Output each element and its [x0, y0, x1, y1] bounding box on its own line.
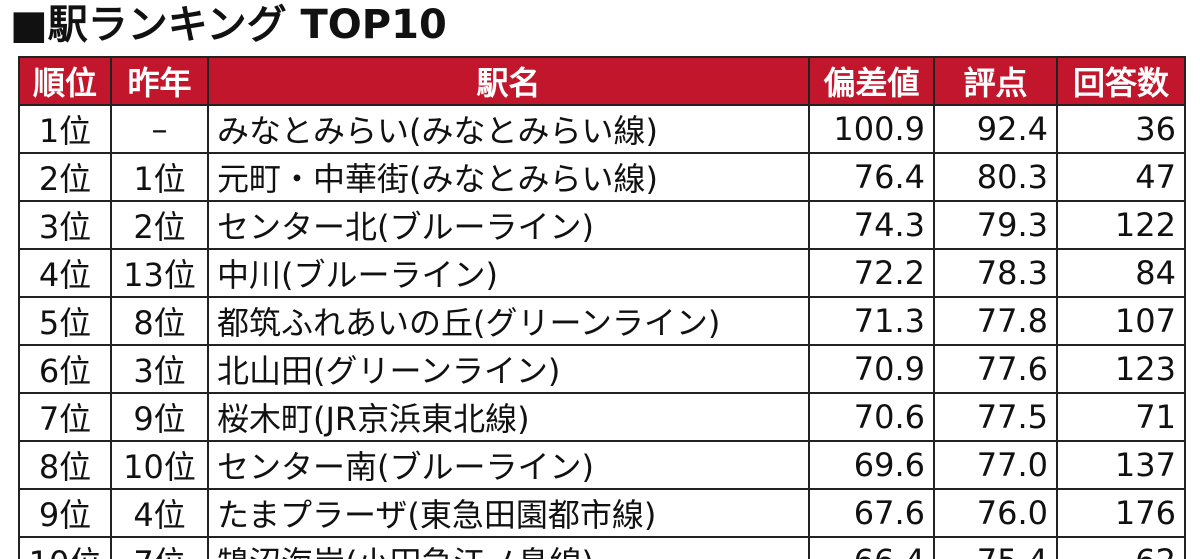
table-cell: 80.3 [933, 152, 1058, 202]
table-cell: センター北(ブルーライン) [207, 200, 810, 250]
table-cell: 75.4 [933, 536, 1058, 559]
table-row: 2位 1位 元町・中華街(みなとみらい線) 76.4 80.3 47 [18, 152, 1186, 202]
table-cell: 2位 [110, 200, 209, 250]
table-row: 7位 9位 桜木町(JR京浜東北線) 70.6 77.5 71 [18, 392, 1186, 442]
table-cell: 62 [1056, 536, 1186, 559]
table-row: 4位 13位 中川(ブルーライン) 72.2 78.3 84 [18, 248, 1186, 298]
table-cell: 2位 [18, 152, 112, 202]
table-cell: 79.3 [933, 200, 1058, 250]
table-cell: – [110, 104, 209, 154]
table-cell: 3位 [110, 344, 209, 394]
table-cell: 1位 [110, 152, 209, 202]
table-cell: 元町・中華街(みなとみらい線) [207, 152, 810, 202]
table-cell: たまプラーザ(東急田園都市線) [207, 488, 810, 538]
table-cell: 66.4 [808, 536, 935, 559]
table-cell: 122 [1056, 200, 1186, 250]
table-cell: 78.3 [933, 248, 1058, 298]
column-header: 偏差値 [808, 56, 935, 106]
column-header: 評点 [933, 56, 1058, 106]
column-header: 順位 [18, 56, 112, 106]
table-cell: 84 [1056, 248, 1186, 298]
table-cell: 36 [1056, 104, 1186, 154]
table-cell: 77.8 [933, 296, 1058, 346]
table-cell: 中川(ブルーライン) [207, 248, 810, 298]
table-cell: 69.6 [808, 440, 935, 490]
table-cell: 8位 [110, 296, 209, 346]
table-cell: 8位 [18, 440, 112, 490]
table-cell: 70.9 [808, 344, 935, 394]
table-cell: 71.3 [808, 296, 935, 346]
table-cell: 13位 [110, 248, 209, 298]
table-cell: 47 [1056, 152, 1186, 202]
column-header: 昨年 [110, 56, 209, 106]
table-cell: 北山田(グリーンライン) [207, 344, 810, 394]
table-cell: 9位 [110, 392, 209, 442]
table-cell: 67.6 [808, 488, 935, 538]
table-cell: 137 [1056, 440, 1186, 490]
table-cell: 176 [1056, 488, 1186, 538]
table-cell: 74.3 [808, 200, 935, 250]
table-cell: 7位 [18, 392, 112, 442]
table-cell: 鵠沼海岸(小田急江ノ島線) [207, 536, 810, 559]
table-cell: 76.4 [808, 152, 935, 202]
table-cell: 5位 [18, 296, 112, 346]
table-row: 1位 – みなとみらい(みなとみらい線) 100.9 92.4 36 [18, 104, 1186, 154]
table-row: 10位7位鵠沼海岸(小田急江ノ島線)66.475.462 [18, 536, 1186, 559]
table-cell: 9位 [18, 488, 112, 538]
table-cell: 10位 [18, 536, 112, 559]
table-row: 5位 8位 都筑ふれあいの丘(グリーンライン) 71.3 77.8 107 [18, 296, 1186, 346]
table-cell: 92.4 [933, 104, 1058, 154]
table-cell: 71 [1056, 392, 1186, 442]
table-cell: 4位 [18, 248, 112, 298]
table-cell: 1位 [18, 104, 112, 154]
table-cell: 10位 [110, 440, 209, 490]
table-row: 3位 2位 センター北(ブルーライン) 74.3 79.3 122 [18, 200, 1186, 250]
table-cell: 3位 [18, 200, 112, 250]
table-cell: 7位 [110, 536, 209, 559]
table-row: 8位 10位 センター南(ブルーライン) 69.6 77.0 137 [18, 440, 1186, 490]
title: ■駅ランキング TOP10 [10, 2, 447, 48]
table-cell: 76.0 [933, 488, 1058, 538]
table-cell: 107 [1056, 296, 1186, 346]
column-header: 回答数 [1056, 56, 1186, 106]
table-cell: 70.6 [808, 392, 935, 442]
table-cell: 桜木町(JR京浜東北線) [207, 392, 810, 442]
header-row: 順位 昨年 駅名 偏差値 評点 回答数 [18, 56, 1186, 106]
table-body: 1位 – みなとみらい(みなとみらい線) 100.9 92.4 36 2位 1位 元町・中華街(… [18, 104, 1186, 559]
column-header: 駅名 [207, 56, 810, 106]
table-cell: 都筑ふれあいの丘(グリーンライン) [207, 296, 810, 346]
table-cell: 77.6 [933, 344, 1058, 394]
table-cell: 4位 [110, 488, 209, 538]
table-cell: 100.9 [808, 104, 935, 154]
table-cell: 77.0 [933, 440, 1058, 490]
table-row: 9位 4位 たまプラーザ(東急田園都市線) 67.6 76.0 176 [18, 488, 1186, 538]
table-cell: 123 [1056, 344, 1186, 394]
table-cell: 72.2 [808, 248, 935, 298]
table-cell: 6位 [18, 344, 112, 394]
table-row: 6位 3位 北山田(グリーンライン) 70.9 77.6 123 [18, 344, 1186, 394]
table-cell: みなとみらい(みなとみらい線) [207, 104, 810, 154]
ranking-table: 順位 昨年 駅名 偏差値 評点 回答数 1位 – みなとみらい(みなとみらい線) 100.9 92… [18, 56, 1186, 559]
table-cell: 77.5 [933, 392, 1058, 442]
table-cell: センター南(ブルーライン) [207, 440, 810, 490]
